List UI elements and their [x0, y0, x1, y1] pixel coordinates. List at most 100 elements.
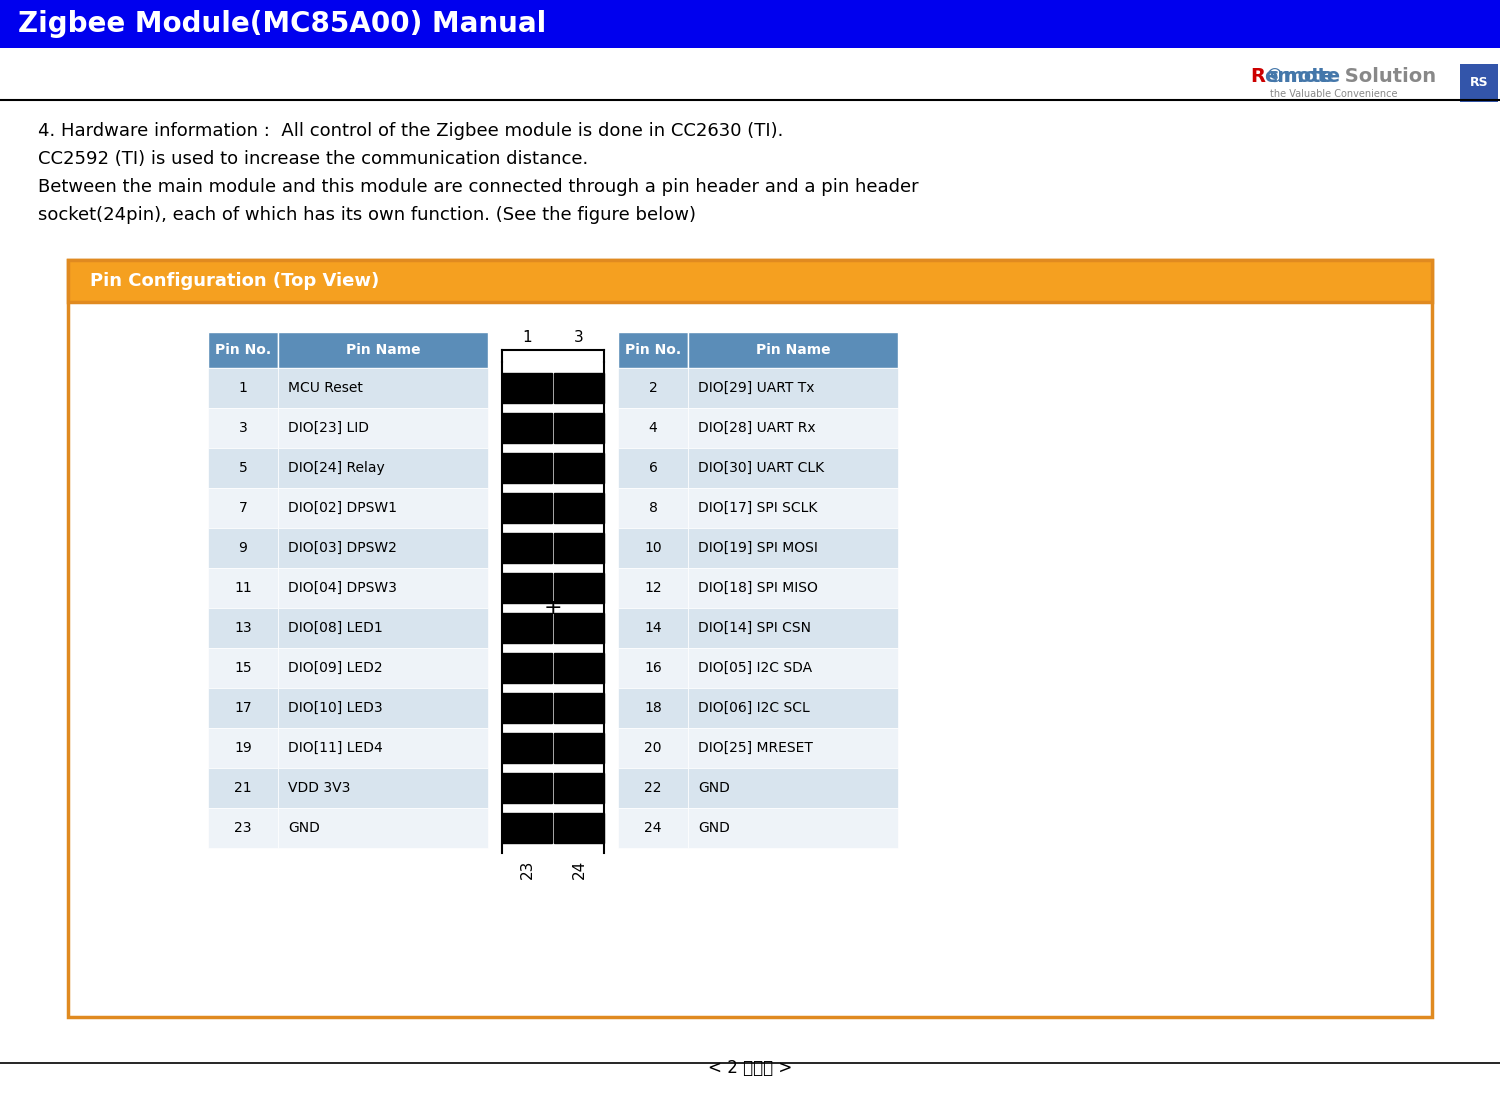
Bar [209, 368, 278, 408]
Bar [688, 808, 898, 848]
Bar [554, 533, 604, 564]
Bar [618, 408, 688, 448]
Text: 15: 15 [234, 661, 252, 675]
Bar [503, 693, 552, 723]
Text: 12: 12 [644, 581, 662, 594]
Text: DIO[06] I2C SCL: DIO[06] I2C SCL [698, 701, 810, 715]
Bar [278, 368, 488, 408]
Bar [618, 448, 688, 488]
Bar [278, 728, 488, 768]
Text: 18: 18 [644, 701, 662, 715]
Text: DIO[19] SPI MOSI: DIO[19] SPI MOSI [698, 541, 818, 555]
Text: Pin Name: Pin Name [756, 343, 831, 357]
Text: DIO[23] LID: DIO[23] LID [288, 421, 369, 435]
Text: GND: GND [288, 821, 320, 835]
Bar [68, 260, 1432, 1017]
Bar [503, 493, 552, 523]
Text: socket(24pin), each of which has its own function. (See the figure below): socket(24pin), each of which has its own… [38, 206, 696, 224]
Text: GND: GND [698, 821, 730, 835]
Text: +: + [543, 598, 562, 618]
Text: DIO[29] UART Tx: DIO[29] UART Tx [698, 381, 814, 394]
Text: 23: 23 [234, 821, 252, 835]
Bar [503, 733, 552, 762]
Bar [554, 613, 604, 643]
Bar [618, 688, 688, 728]
Text: Pin Configuration (Top View): Pin Configuration (Top View) [90, 272, 380, 290]
Text: DIO[11] LED4: DIO[11] LED4 [288, 741, 382, 755]
Bar [688, 528, 898, 568]
Text: DIO[14] SPI CSN: DIO[14] SPI CSN [698, 621, 812, 635]
Text: 17: 17 [234, 701, 252, 715]
Bar [688, 408, 898, 448]
Bar [503, 774, 552, 803]
Bar [278, 688, 488, 728]
Text: DIO[10] LED3: DIO[10] LED3 [288, 701, 382, 715]
Bar [618, 768, 688, 808]
Text: CC2592 (TI) is used to increase the communication distance.: CC2592 (TI) is used to increase the comm… [38, 150, 588, 168]
Bar [278, 808, 488, 848]
Text: VDD 3V3: VDD 3V3 [288, 781, 351, 794]
Bar [503, 533, 552, 564]
Text: 7: 7 [238, 501, 248, 515]
Text: Pin No.: Pin No. [214, 343, 272, 357]
Text: the Valuable Convenience: the Valuable Convenience [1270, 90, 1398, 99]
Text: DIO[08] LED1: DIO[08] LED1 [288, 621, 382, 635]
Bar [618, 648, 688, 688]
Bar [68, 260, 1432, 302]
Text: DIO[09] LED2: DIO[09] LED2 [288, 661, 382, 675]
Bar [0, 0, 1500, 48]
Bar [278, 608, 488, 648]
Text: 4. Hardware information :  All control of the Zigbee module is done in CC2630 (T: 4. Hardware information : All control of… [38, 122, 783, 140]
Bar [278, 332, 488, 368]
Text: 24: 24 [645, 821, 662, 835]
Text: 2: 2 [648, 381, 657, 394]
Bar [278, 648, 488, 688]
Text: 9: 9 [238, 541, 248, 555]
Bar [618, 568, 688, 608]
Text: DIO[17] SPI SCLK: DIO[17] SPI SCLK [698, 501, 818, 515]
Bar [554, 413, 604, 443]
Bar [278, 568, 488, 608]
Text: Zigbee Module(MC85A00) Manual: Zigbee Module(MC85A00) Manual [18, 10, 546, 38]
Bar [554, 453, 604, 483]
Text: MCU Reset: MCU Reset [288, 381, 363, 394]
Bar [618, 488, 688, 528]
Bar [503, 613, 552, 643]
Text: DIO[04] DPSW3: DIO[04] DPSW3 [288, 581, 398, 594]
Bar [554, 774, 604, 803]
Text: GND: GND [698, 781, 730, 794]
Bar [209, 332, 278, 368]
Text: emote: emote [1264, 66, 1334, 85]
Bar [503, 813, 552, 843]
Text: Solution: Solution [1338, 66, 1436, 85]
Bar [618, 728, 688, 768]
Bar [209, 728, 278, 768]
Text: 23: 23 [519, 860, 534, 880]
Bar [618, 368, 688, 408]
Text: 20: 20 [645, 741, 662, 755]
Bar [209, 768, 278, 808]
Bar [209, 568, 278, 608]
Text: 5: 5 [238, 461, 248, 475]
Bar [688, 488, 898, 528]
Bar [209, 688, 278, 728]
Text: 1: 1 [238, 381, 248, 394]
Text: 3: 3 [574, 330, 584, 346]
Bar [688, 608, 898, 648]
Text: DIO[03] DPSW2: DIO[03] DPSW2 [288, 541, 398, 555]
Bar [688, 332, 898, 368]
Bar [278, 488, 488, 528]
Text: DIO[05] I2C SDA: DIO[05] I2C SDA [698, 661, 812, 675]
Text: DIO[24] Relay: DIO[24] Relay [288, 461, 384, 475]
Bar [209, 608, 278, 648]
Text: 1: 1 [522, 330, 532, 346]
Text: DIO[30] UART CLK: DIO[30] UART CLK [698, 461, 824, 475]
Bar [209, 408, 278, 448]
Text: 14: 14 [644, 621, 662, 635]
Bar [503, 373, 552, 403]
Text: 3: 3 [238, 421, 248, 435]
Bar [209, 808, 278, 848]
Bar [618, 808, 688, 848]
Bar [278, 448, 488, 488]
Bar [688, 728, 898, 768]
